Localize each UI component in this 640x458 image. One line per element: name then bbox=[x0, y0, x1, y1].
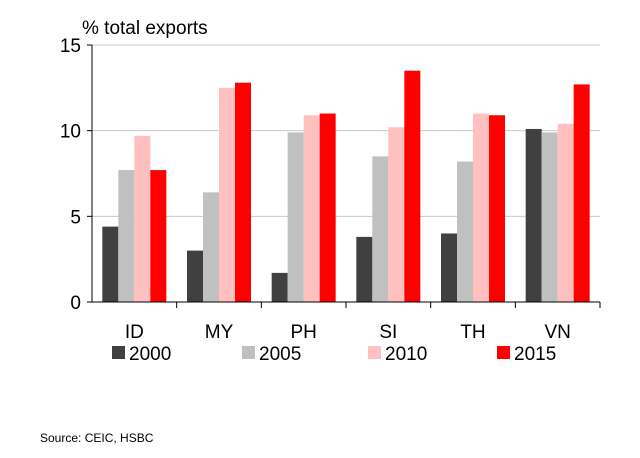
x-tick-label: TH bbox=[460, 322, 485, 343]
legend-label-2000: 2000 bbox=[129, 344, 171, 365]
x-tick-labels: ID MY PH SI TH VN bbox=[125, 322, 571, 343]
x-tick-label: SI bbox=[379, 322, 397, 343]
bar-th-2010 bbox=[473, 113, 489, 303]
bars bbox=[102, 70, 590, 303]
bar-vn-2000 bbox=[525, 128, 542, 302]
bar-vn-2010 bbox=[557, 123, 574, 303]
bar-id-2000 bbox=[102, 226, 119, 302]
legend-label-2010: 2010 bbox=[385, 344, 427, 365]
bar-th-2005 bbox=[457, 161, 473, 302]
axes bbox=[87, 44, 601, 308]
legend-label-2015: 2015 bbox=[514, 344, 556, 365]
bar-th-2000 bbox=[441, 233, 457, 302]
legend-label-2005: 2005 bbox=[259, 344, 301, 365]
legend-swatch-2010 bbox=[368, 346, 381, 359]
bar-vn-2015 bbox=[573, 84, 590, 302]
gridlines bbox=[92, 44, 600, 217]
bar-my-2000 bbox=[187, 250, 203, 302]
x-tick-label: ID bbox=[125, 322, 144, 343]
bar-id-2010 bbox=[134, 135, 151, 302]
bar-ph-2000 bbox=[271, 272, 288, 302]
source-note: Source: CEIC, HSBC bbox=[40, 431, 154, 445]
y-tick-label: 0 bbox=[70, 293, 81, 314]
bar-id-2015 bbox=[150, 170, 167, 302]
bar-ph-2005 bbox=[287, 132, 304, 302]
x-tick-label: MY bbox=[205, 322, 234, 343]
x-tick-label: VN bbox=[544, 322, 570, 343]
legend-swatch-2000 bbox=[112, 346, 125, 359]
bar-my-2015 bbox=[235, 82, 251, 303]
y-tick-label: 5 bbox=[70, 207, 81, 228]
x-tick-label: PH bbox=[290, 322, 316, 343]
legend: 2000 2005 2010 2015 bbox=[112, 344, 556, 365]
bar-si-2000 bbox=[356, 236, 373, 302]
bar-si-2005 bbox=[372, 156, 389, 302]
bar-id-2005 bbox=[118, 170, 135, 302]
bar-si-2015 bbox=[404, 70, 421, 302]
bar-vn-2005 bbox=[541, 132, 558, 302]
y-tick-labels: 0 5 10 15 bbox=[60, 36, 81, 314]
bar-my-2005 bbox=[203, 192, 219, 302]
legend-swatch-2005 bbox=[242, 346, 255, 359]
bar-ph-2010 bbox=[303, 115, 320, 302]
bar-ph-2015 bbox=[319, 113, 336, 303]
bar-si-2010 bbox=[388, 127, 405, 303]
bar-my-2010 bbox=[219, 87, 235, 302]
y-tick-label: 15 bbox=[60, 36, 81, 57]
y-tick-label: 10 bbox=[60, 122, 81, 143]
bar-th-2015 bbox=[489, 115, 505, 302]
legend-swatch-2015 bbox=[497, 346, 510, 359]
y-axis-label: % total exports bbox=[82, 18, 208, 39]
